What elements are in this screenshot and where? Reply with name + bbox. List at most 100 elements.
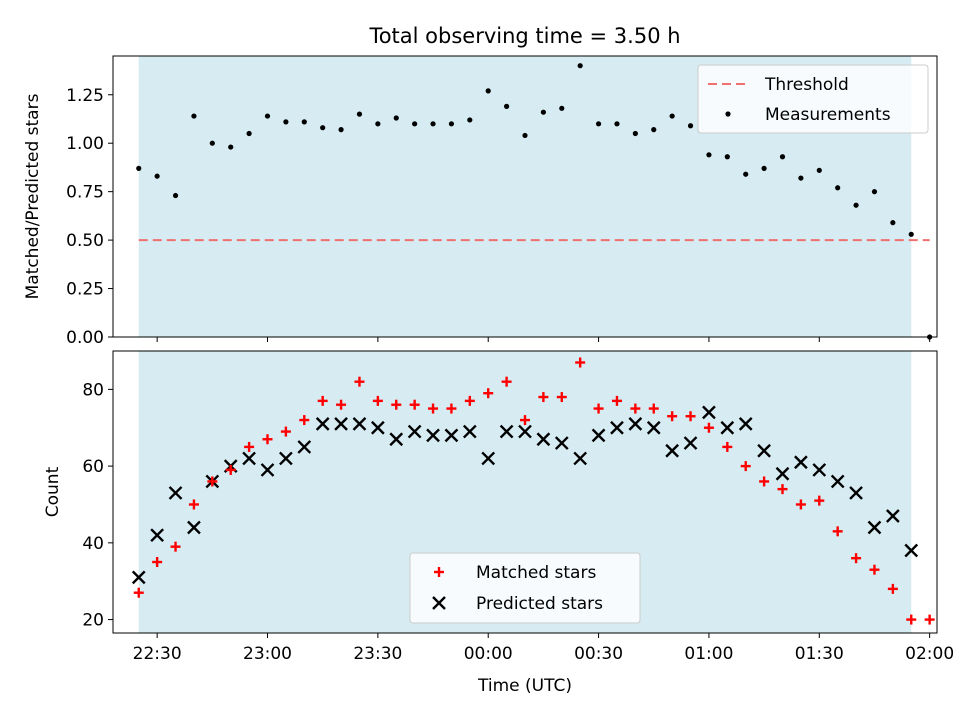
matched-stars-point (317, 395, 328, 406)
y-tick-label: 40 (82, 534, 104, 554)
y-tick-label: 0.75 (66, 183, 104, 203)
matched-stars-point (262, 434, 273, 445)
measurement-point (743, 171, 749, 177)
matched-stars-point (722, 441, 733, 452)
count-series (131, 357, 935, 625)
measurement-point (798, 175, 804, 181)
measurement-point (871, 189, 878, 195)
measurement-point (706, 152, 712, 158)
predicted-stars-point (297, 440, 312, 454)
predicted-stars-point (830, 474, 845, 489)
matched-stars-point (924, 614, 935, 625)
measurement-point (669, 113, 675, 119)
predicted-stars-point (518, 424, 532, 439)
matched-stars-point (538, 392, 549, 403)
x-tick-label: 02:00 (905, 644, 954, 664)
measurement-point (448, 121, 455, 127)
predicted-stars-point (150, 528, 164, 543)
predicted-stars-point (371, 420, 385, 435)
matched-stars-point (501, 376, 512, 387)
matched-stars-point (207, 476, 218, 487)
matched-stars-point (795, 499, 806, 510)
predicted-stars-point (426, 428, 440, 443)
measurement-point (209, 140, 215, 146)
matched-stars-point (188, 499, 199, 510)
measurement-point (559, 105, 565, 111)
measurement-point (724, 154, 730, 160)
predicted-stars-point (683, 436, 698, 450)
predicted-stars-point (665, 443, 679, 458)
matched-stars-point (814, 495, 825, 506)
measurement-point (191, 113, 197, 119)
matched-stars-point (428, 403, 439, 414)
x-tick-label: 00:30 (574, 644, 623, 664)
matched-stars-point (299, 415, 310, 426)
matched-stars-point (906, 614, 917, 625)
predicted-stars-point (573, 451, 588, 466)
predicted-stars-point (591, 428, 606, 443)
predicted-stars-point (462, 424, 477, 439)
legend-matched-swatch (434, 567, 444, 577)
predicted-stars-point (610, 420, 624, 435)
measurement-point (136, 165, 142, 171)
predicted-stars-point (904, 543, 919, 558)
predicted-stars-point (131, 570, 146, 585)
y-tick-label: 0.25 (66, 280, 104, 300)
measurement-point (412, 121, 418, 127)
bottom-x-axis-ticks: 22:30 23:00 23:30 00:00 00:30 01:00 01:30 02:00 (133, 633, 954, 664)
predicted-stars-point (757, 443, 771, 458)
predicted-stars-point (168, 486, 183, 500)
matched-stars-point (244, 441, 255, 452)
matched-stars-point (354, 376, 365, 387)
y-tick-label: 60 (82, 457, 104, 477)
x-tick-label: 22:30 (133, 644, 182, 664)
top-legend-box (697, 64, 929, 134)
predicted-stars-point (702, 405, 716, 420)
legend-measurements-label: Measurements (765, 105, 891, 125)
measurement-point (301, 119, 307, 125)
predicted-stars-point (775, 466, 790, 481)
matched-stars-point (869, 564, 880, 575)
measurement-point (375, 121, 381, 127)
measurements-series (136, 63, 933, 340)
matched-stars-point (832, 526, 843, 537)
matched-stars-point (630, 403, 641, 414)
measurement-point (172, 192, 179, 199)
matched-stars-point (170, 541, 181, 552)
predicted-stars-point (352, 417, 367, 431)
predicted-stars-point (242, 451, 256, 466)
predicted-stars-point (628, 417, 643, 431)
measurement-point (393, 115, 399, 121)
measurement-point (761, 165, 767, 171)
measurement-point (228, 144, 234, 150)
matched-stars-point (409, 399, 420, 410)
matched-stars-point (611, 395, 622, 406)
matched-stars-point (556, 392, 567, 403)
bottom-legend-box (409, 552, 641, 624)
measurement-point (264, 113, 271, 119)
predicted-stars-point (738, 417, 753, 431)
measurement-point (687, 123, 694, 129)
y-tick-label: 1.00 (66, 134, 104, 154)
bottom-legend: Matched stars Predicted stars (409, 552, 641, 624)
y-tick-label: 0.50 (66, 231, 104, 251)
x-tick-label: 01:30 (795, 644, 844, 664)
matched-stars-point (520, 415, 530, 426)
predicted-stars-point (849, 486, 863, 500)
measurement-point (320, 125, 326, 131)
measurement-point (779, 154, 786, 160)
measurement-point (504, 103, 510, 109)
measurement-point (522, 132, 528, 139)
predicted-stars-point (481, 451, 496, 466)
measurement-point (467, 117, 473, 123)
y-tick-label: 20 (82, 611, 104, 631)
measurement-point (908, 231, 914, 237)
measurement-point (632, 130, 638, 137)
matched-stars-point (887, 583, 898, 594)
predicted-stars-point (554, 436, 569, 450)
matched-stars-point (391, 399, 402, 410)
predicted-stars-point (499, 424, 514, 439)
top-legend: Threshold Measurements (697, 64, 929, 134)
x-axis-label: Time (UTC) (477, 676, 572, 696)
predicted-stars-point (315, 417, 330, 431)
